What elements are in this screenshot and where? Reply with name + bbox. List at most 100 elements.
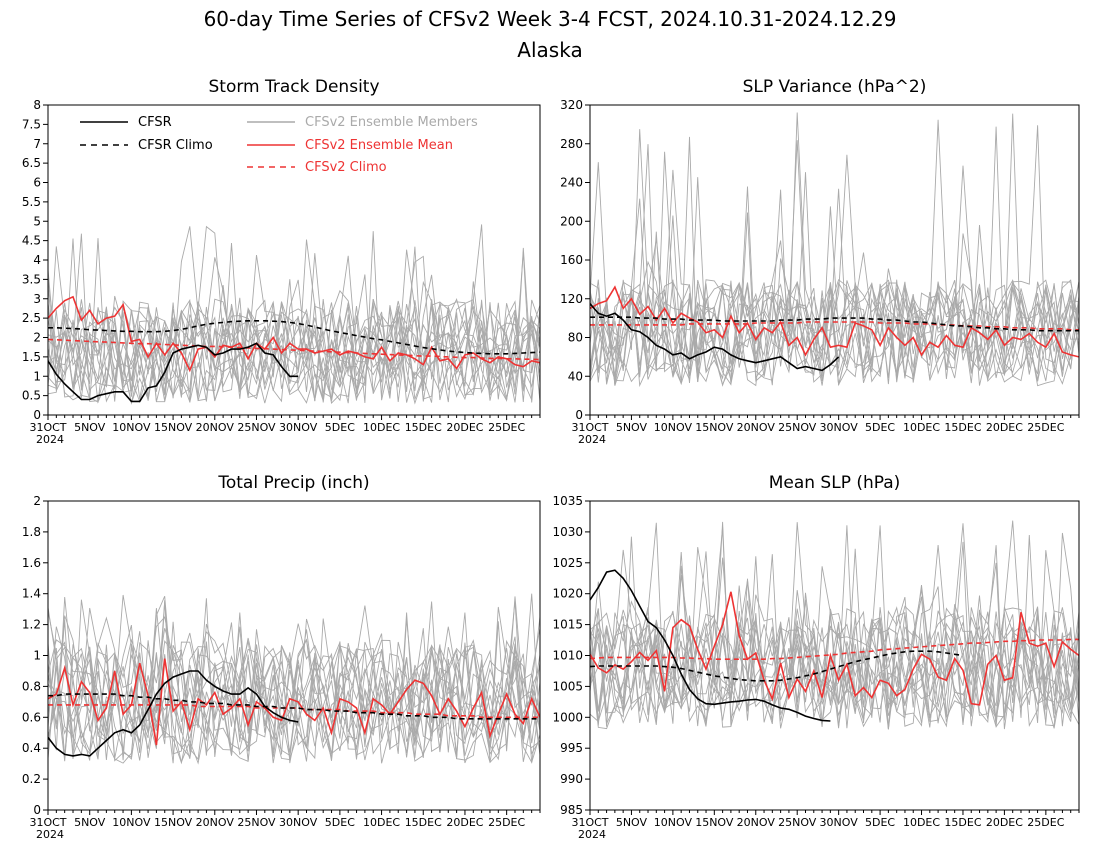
y-tick-label: 3 xyxy=(33,292,41,306)
x-tick-label: 10NOV xyxy=(112,421,151,434)
x-tick-label: 5NOV xyxy=(74,421,106,434)
member-line xyxy=(48,623,540,764)
y-tick-label: 1020 xyxy=(552,587,583,601)
member-line xyxy=(590,252,1079,386)
ensemble-members xyxy=(590,112,1079,388)
y-tick-label: 990 xyxy=(560,772,583,786)
x-tick-label: 15DEC xyxy=(944,421,981,434)
y-tick-label: 1005 xyxy=(552,679,583,693)
ensemble-members xyxy=(48,224,540,405)
y-tick-label: 0.6 xyxy=(22,710,41,724)
panel-title: Mean SLP (hPa) xyxy=(769,473,901,493)
member-line xyxy=(590,548,1079,724)
panel-2: SLP Variance (hPa^2) 0 40 80 120 160 200 240 280… xyxy=(560,77,1080,446)
x-tick-label: 5NOV xyxy=(616,421,648,434)
x-tick-label: 15DEC xyxy=(944,816,981,829)
member-line xyxy=(48,242,540,402)
y-tick-label: 2 xyxy=(33,331,41,345)
x-year-label: 2024 xyxy=(578,433,606,446)
legend-label-members: CFSv2 Ensemble Members xyxy=(305,115,478,130)
y-tick-label: 985 xyxy=(560,803,583,817)
member-line xyxy=(590,224,1079,384)
series-cfsr-climo xyxy=(48,320,540,355)
y-tick-label: 40 xyxy=(568,369,583,383)
y-tick-label: 2.5 xyxy=(22,311,41,325)
x-tick-label: 30NOV xyxy=(279,816,318,829)
series-cfsv2-ensemble-mean xyxy=(590,285,1079,358)
legend-label-cfsv2-climo: CFSv2 Climo xyxy=(305,160,387,175)
y-tick-label: 1.2 xyxy=(22,618,41,632)
x-tick-label: 31OCT xyxy=(29,421,66,434)
x-tick-label: 5NOV xyxy=(616,816,648,829)
panel-4: Mean SLP (hPa) 985 990 995 1000 1005 1010 1015 1… xyxy=(552,473,1080,841)
member-line xyxy=(590,521,1079,729)
ensemble-members xyxy=(590,520,1079,730)
x-tick-label: 25DEC xyxy=(1027,421,1064,434)
member-line xyxy=(590,126,1079,386)
x-tick-label: 15NOV xyxy=(695,421,734,434)
x-tick-label: 10DEC xyxy=(363,816,400,829)
x-tick-label: 15NOV xyxy=(154,816,193,829)
y-tick-label: 6.5 xyxy=(22,156,41,170)
x-tick-label: 15DEC xyxy=(405,421,442,434)
x-year-label: 2024 xyxy=(36,828,64,841)
y-tick-label: 0.8 xyxy=(22,679,41,693)
x-tick-label: 31OCT xyxy=(571,816,608,829)
y-tick-label: 4.5 xyxy=(22,234,41,248)
x-tick-label: 10NOV xyxy=(112,816,151,829)
series-cfsv2-climo xyxy=(590,638,1079,660)
member-line xyxy=(48,596,540,759)
y-tick-label: 280 xyxy=(560,137,583,151)
series-cfsr-climo xyxy=(48,693,540,720)
x-tick-label: 5DEC xyxy=(325,421,355,434)
member-line xyxy=(590,113,1079,386)
x-tick-label: 20NOV xyxy=(196,816,235,829)
y-tick-label: 1.4 xyxy=(22,587,41,601)
y-tick-label: 2 xyxy=(33,494,41,508)
x-tick-label: 5DEC xyxy=(865,816,895,829)
x-tick-label: 25NOV xyxy=(778,421,817,434)
x-tick-label: 25DEC xyxy=(488,816,525,829)
panel-title: Storm Track Density xyxy=(208,77,379,97)
member-line xyxy=(48,231,540,404)
x-tick-label: 20NOV xyxy=(737,421,776,434)
y-tick-label: 3.5 xyxy=(22,272,41,286)
y-tick-label: 160 xyxy=(560,253,583,267)
y-tick-label: 200 xyxy=(560,214,583,228)
legend-label-cfsr: CFSR xyxy=(138,115,172,130)
panel-title: Total Precip (inch) xyxy=(217,473,369,493)
member-line xyxy=(590,520,1079,730)
panels: Storm Track Density 0 0.5 1 1.5 2 2.5 3 3.5 4 4.5 5… xyxy=(22,77,1080,841)
y-tick-label: 6 xyxy=(33,176,41,190)
y-tick-label: 1015 xyxy=(552,618,583,632)
x-tick-label: 20DEC xyxy=(986,816,1023,829)
x-tick-label: 20DEC xyxy=(446,816,483,829)
x-tick-label: 25NOV xyxy=(237,816,276,829)
y-tick-label: 1035 xyxy=(552,494,583,508)
y-tick-label: 1030 xyxy=(552,525,583,539)
y-tick-label: 1.6 xyxy=(22,556,41,570)
y-tick-label: 320 xyxy=(560,98,583,112)
legend: CFSR CFSR Climo CFSv2 Ensemble Members C… xyxy=(80,115,478,175)
y-tick-label: 0.2 xyxy=(22,772,41,786)
series-cfsr xyxy=(48,342,299,403)
member-line xyxy=(48,255,540,401)
x-tick-label: 30NOV xyxy=(820,421,859,434)
member-line xyxy=(48,226,540,403)
series-cfsv2-ensemble-mean xyxy=(48,658,540,746)
legend-label-ens-mean: CFSv2 Ensemble Mean xyxy=(305,138,453,153)
member-line xyxy=(48,246,540,402)
y-tick-label: 8 xyxy=(33,98,41,112)
y-tick-label: 1.8 xyxy=(22,525,41,539)
y-tick-label: 995 xyxy=(560,741,583,755)
x-tick-label: 10DEC xyxy=(903,421,940,434)
series-cfsr-climo xyxy=(590,650,964,682)
y-tick-label: 0.5 xyxy=(22,389,41,403)
series-cfsv2-climo xyxy=(590,321,1079,331)
x-tick-label: 10DEC xyxy=(903,816,940,829)
y-tick-label: 80 xyxy=(568,331,583,345)
panel-1: Storm Track Density 0 0.5 1 1.5 2 2.5 3 3.5 4 4.5 5… xyxy=(22,77,541,446)
x-tick-label: 15NOV xyxy=(695,816,734,829)
y-tick-label: 0.4 xyxy=(22,741,41,755)
